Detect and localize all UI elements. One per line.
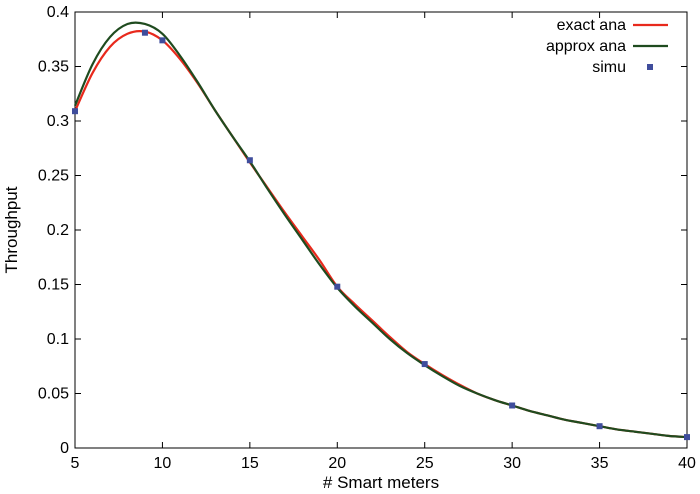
legend-label: simu bbox=[592, 59, 626, 76]
y-tick-label: 0.25 bbox=[38, 168, 69, 185]
simu-point bbox=[596, 423, 603, 430]
y-axis-title: Throughput bbox=[2, 186, 21, 273]
simu-point bbox=[246, 157, 253, 164]
y-tick-label: 0 bbox=[60, 440, 69, 457]
axis-ticks: 5 10 15 20 25 30 35 40 0 0.05 0.1 0.15 0.2 0.25 0.3 0.3… bbox=[38, 4, 696, 472]
x-tick-label: 25 bbox=[416, 455, 434, 472]
x-tick-label: 35 bbox=[591, 455, 609, 472]
y-tick-label: 0.3 bbox=[47, 113, 69, 130]
simu-point bbox=[684, 434, 690, 441]
series-layer bbox=[72, 21, 690, 441]
x-tick-label: 5 bbox=[71, 455, 80, 472]
plot-frame bbox=[74, 11, 688, 449]
legend-label: exact ana bbox=[557, 17, 626, 34]
x-tick-label: 30 bbox=[503, 455, 521, 472]
y-tick-label: 0.1 bbox=[47, 331, 69, 348]
simu-point bbox=[509, 402, 516, 409]
simu-point bbox=[334, 283, 341, 290]
simu-point bbox=[159, 37, 166, 44]
legend: exact ana approx ana simu bbox=[546, 17, 668, 76]
legend-label: approx ana bbox=[546, 38, 626, 55]
series-line bbox=[73, 21, 688, 439]
y-tick-label: 0.2 bbox=[47, 222, 69, 239]
legend-swatch-point bbox=[647, 64, 653, 70]
simu-point bbox=[141, 29, 148, 36]
x-tick-label: 15 bbox=[241, 455, 259, 472]
series-line bbox=[73, 30, 688, 439]
simu-point bbox=[421, 361, 428, 368]
x-tick-label: 10 bbox=[154, 455, 172, 472]
x-tick-label: 20 bbox=[328, 455, 346, 472]
x-axis-title: # Smart meters bbox=[323, 473, 439, 492]
y-tick-label: 0.4 bbox=[47, 4, 69, 21]
y-tick-label: 0.05 bbox=[38, 386, 69, 403]
simu-point bbox=[72, 108, 78, 115]
y-tick-label: 0.15 bbox=[38, 277, 69, 294]
x-tick-label: 40 bbox=[678, 455, 696, 472]
y-tick-label: 0.35 bbox=[38, 59, 69, 76]
